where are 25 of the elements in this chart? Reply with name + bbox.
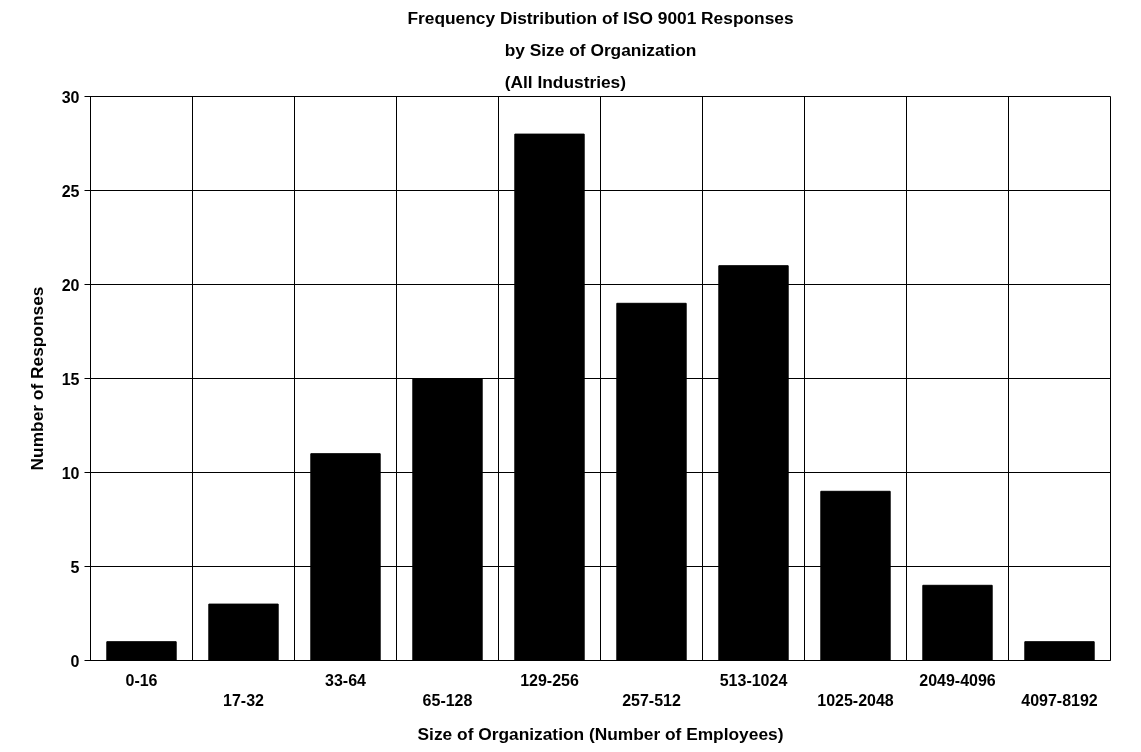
y-tick-label: 25 [61,182,80,200]
x-tick-label: 4097-8192 [1021,691,1098,709]
x-axis-title: Size of Organization (Number of Employees) [417,723,784,744]
chart-title: Frequency Distribution of ISO 9001 Responses [407,7,794,28]
y-tick-label: 10 [61,464,80,482]
x-tick-label: 1025-2048 [817,691,894,709]
y-tick-label: 30 [61,88,80,106]
x-tick-label: 33-64 [325,671,367,689]
x-tick-label: 513-1024 [719,671,788,689]
bar [1024,641,1095,661]
y-tick-label: 20 [61,276,80,294]
chart-subtitle: by Size of Organization (All Industries) [504,39,697,92]
x-tick-label: 0-16 [125,671,158,689]
bar [922,584,993,661]
y-tick-label: 5 [70,558,80,576]
x-tick-label: 17-32 [223,691,265,709]
bar [106,641,177,661]
y-tick-label: 15 [61,370,80,388]
x-tick-label: 65-128 [422,691,473,709]
y-axis-title: Number of Responses [26,286,47,471]
x-tick-label: 129-256 [520,671,579,689]
y-tick-label: 0 [70,652,80,670]
bar [208,603,279,661]
x-tick-label: 2049-4096 [919,671,996,689]
x-tick-label: 257-512 [622,691,681,709]
